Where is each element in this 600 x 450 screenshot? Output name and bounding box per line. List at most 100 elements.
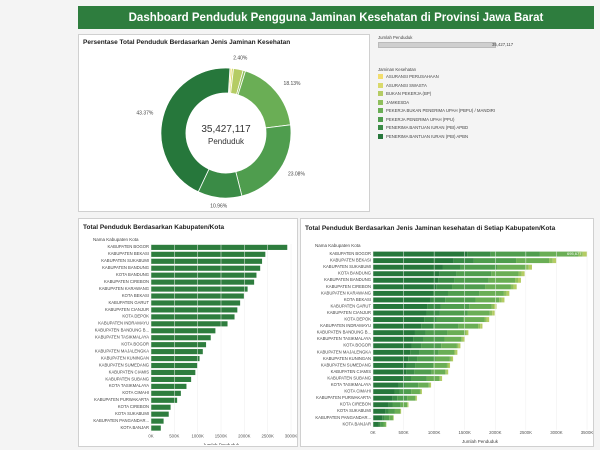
bar-x-tick: 0K xyxy=(148,434,153,439)
bar xyxy=(151,251,266,257)
stacked-segment xyxy=(415,362,434,368)
stacked-segment xyxy=(378,421,381,427)
stacked-segment xyxy=(446,362,449,368)
bar-category-label: KABUPATEN SUBANG xyxy=(105,376,149,381)
stacked-segment xyxy=(373,362,407,368)
bar-category-label: KABUPATEN CIANJUR xyxy=(105,307,149,312)
stacked-segment xyxy=(406,362,416,368)
stacked-segment xyxy=(380,421,384,427)
legend-item: PENERIMA BANTUAN IURAN (PBI) APBN xyxy=(378,133,468,139)
bar-category-label: KOTA BANJAR xyxy=(120,425,149,430)
legend-label: PEKERJA PENERIMA UPAH (PPU) xyxy=(386,116,455,122)
legend-swatch xyxy=(378,82,383,88)
stacked-segment xyxy=(518,271,522,277)
stacked-segment xyxy=(373,421,379,427)
bar xyxy=(151,244,288,250)
stacked-segment xyxy=(447,330,465,336)
donut-panel: Persentase Total Penduduk Berdasarkan Je… xyxy=(78,34,370,212)
stacked-segment xyxy=(454,277,489,283)
donut-center-value: 35,427,117 xyxy=(201,124,251,135)
bar-title: Total Penduduk Berdasarkan Kabupaten/Kot… xyxy=(83,224,225,231)
stacked-segment xyxy=(528,264,532,270)
legend-swatch xyxy=(378,99,383,105)
stacked-segment xyxy=(392,402,401,408)
bar xyxy=(151,356,200,362)
stacked-segment xyxy=(407,402,408,408)
stacked-segment xyxy=(479,290,504,296)
stacked-segment xyxy=(449,356,452,362)
bar-category-label: KABUPATEN BANDUNG B... xyxy=(95,328,149,333)
stacked-segment xyxy=(373,395,393,401)
stacked-segment xyxy=(421,323,434,329)
bar xyxy=(151,349,203,355)
legend-item: ASURANSI PERUSAHAAN xyxy=(378,74,439,79)
stacked-category-label: KABUPATEN PURWAKARTA xyxy=(316,395,371,400)
stacked-segment xyxy=(525,264,529,270)
bar-panel: Total Penduduk Berdasarkan Kabupaten/Kot… xyxy=(78,218,298,447)
stacked-segment xyxy=(455,349,458,355)
stacked-segment xyxy=(400,408,401,414)
stacked-segment xyxy=(373,277,439,283)
stacked-segment xyxy=(433,323,459,329)
stacked-segment xyxy=(373,415,383,421)
stacked-segment xyxy=(426,310,440,316)
legend-label: PEKERJA BUKAN PENERIMA UPAH (PBPU) / MAN… xyxy=(386,108,496,113)
bar-x-tick: 1500K xyxy=(215,434,228,439)
stacked-category-label: KABUPATEN BANDUNG B... xyxy=(317,330,371,335)
stacked-segment xyxy=(478,323,481,329)
stacked-segment xyxy=(373,304,428,309)
bar-category-label: KABUPATEN CIAMIS xyxy=(109,369,150,374)
stacked-segment xyxy=(469,304,492,309)
stacked-segment xyxy=(445,369,447,375)
stacked-segment xyxy=(403,376,412,381)
stacked-category-label: KABUPATEN GARUT xyxy=(330,303,371,308)
stacked-segment xyxy=(373,310,427,316)
stacked-segment xyxy=(385,408,389,414)
legend-label: BUKAN PEKERJA (BP) xyxy=(386,91,432,96)
stacked-segment xyxy=(399,389,412,395)
stacked-segment xyxy=(373,330,415,336)
bar xyxy=(151,418,164,424)
stacked-segment xyxy=(539,251,579,257)
stacked-segment xyxy=(499,297,502,303)
stacked-segment xyxy=(458,343,461,349)
bar xyxy=(151,342,207,348)
stacked-segment xyxy=(475,297,500,303)
stacked-segment xyxy=(461,336,463,342)
stacked-segment xyxy=(373,271,440,277)
legend-swatch xyxy=(378,125,383,130)
stacked-segment xyxy=(439,376,441,381)
legend-item: JAMKESDA xyxy=(378,99,409,105)
bar-category-label: KOTA BANDUNG xyxy=(116,272,149,277)
stacked-segment xyxy=(484,317,487,323)
bar-category-label: KABUPATEN SUMEDANG xyxy=(99,362,149,367)
stacked-segment xyxy=(446,369,449,375)
stacked-x-tick: 2000K xyxy=(489,430,502,435)
stacked-category-label: KABUPATEN BOGOR xyxy=(330,251,372,256)
bar xyxy=(151,300,241,306)
stacked-category-label: KABUPATEN BEKASI xyxy=(330,258,371,263)
stacked-segment xyxy=(389,415,393,421)
stacked-segment xyxy=(549,258,553,264)
donut-slice-label: 2.40% xyxy=(233,55,248,61)
bar xyxy=(151,369,196,376)
stacked-segment xyxy=(411,343,422,349)
legend-swatch xyxy=(378,91,383,96)
bar xyxy=(151,335,211,341)
donut-slice xyxy=(235,124,292,197)
stacked-category-label: KABUPATEN CIAMIS xyxy=(331,369,372,374)
stacked-category-label: KOTA CIMAHI xyxy=(344,389,371,394)
stacked-segment xyxy=(413,336,424,342)
stacked-segment xyxy=(491,304,495,309)
stacked-segment xyxy=(431,369,446,375)
stacked-segment xyxy=(419,389,421,395)
donut-slice-label: 10.96% xyxy=(210,204,228,210)
stacked-segment xyxy=(454,349,456,355)
stacked-segment xyxy=(456,343,459,349)
bar-category-label: KOTA BOGOR xyxy=(121,342,149,347)
stacked-segment xyxy=(373,290,433,296)
stacked-category-label: KABUPATEN MAJALENGKA xyxy=(317,349,371,354)
bar xyxy=(151,328,216,334)
bar-category-label: KABUPATEN TASIKMALAYA xyxy=(95,335,149,340)
stacked-segment xyxy=(429,382,432,388)
